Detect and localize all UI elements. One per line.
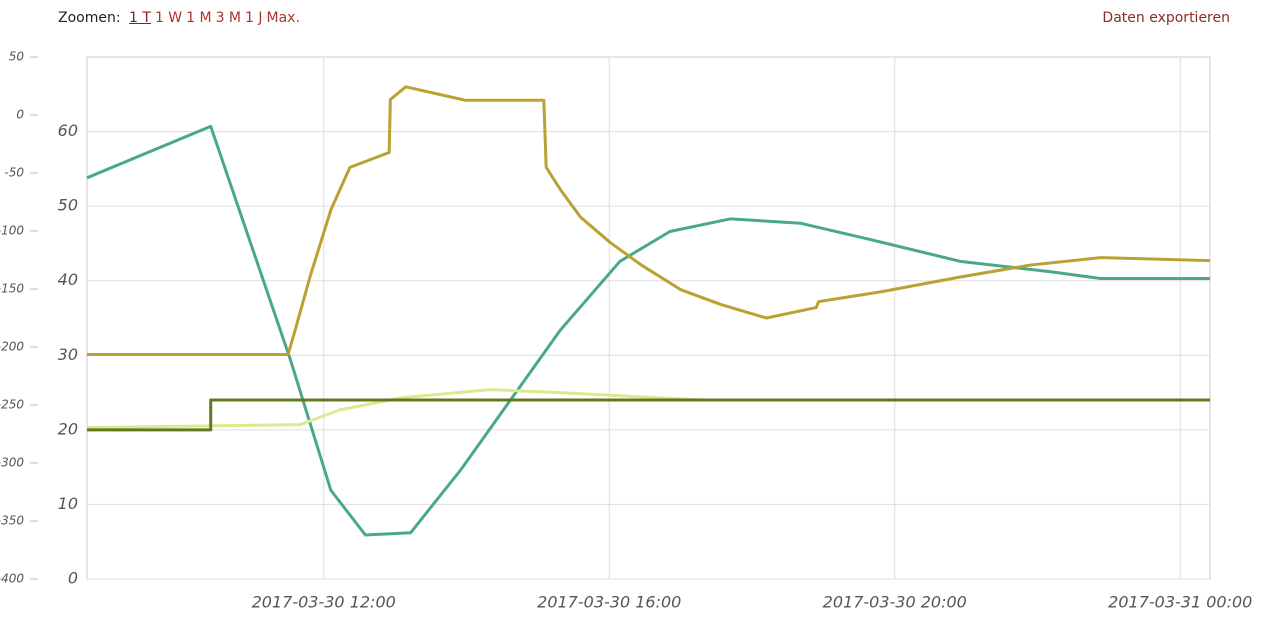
line (86, 388, 1210, 430)
zoom-option[interactable]: 1 M (186, 10, 212, 26)
y2-tick-label: 20 (58, 419, 78, 438)
y-tick-label: -50 (4, 166, 24, 180)
y2-tick-label: 50 (58, 196, 78, 215)
y2-tick-label: 30 (58, 345, 78, 364)
y2-tick-label: 10 (58, 494, 78, 513)
line (87, 85, 1211, 357)
plot-border (86, 56, 1211, 580)
y2-tick-label: 0 (68, 569, 78, 588)
zoom-option[interactable]: Max. (266, 10, 300, 26)
y-tick-label: -350 (0, 514, 24, 528)
y-tick-label: -250 (0, 398, 24, 412)
zoom-option[interactable]: 3 M (215, 10, 242, 26)
x-tick-label: 2017-03-31 00:00 (1108, 593, 1252, 612)
y-tick-label: 0 (16, 108, 24, 122)
x-tick-label: 2017-03-30 12:00 (252, 593, 396, 612)
y2-tick-label: 40 (58, 270, 78, 289)
zoom-option[interactable]: 1 W (154, 10, 183, 26)
zoom-label: Zoomen: (58, 10, 121, 26)
y-tick-label: -150 (0, 282, 24, 296)
y-tick-label: 50 (9, 50, 25, 64)
export-link[interactable]: Daten exportieren (1102, 10, 1230, 26)
y-tick-label: -300 (0, 456, 24, 470)
line (87, 398, 1210, 432)
zoom-option[interactable]: 1 T (129, 10, 151, 26)
y-tick-label: -400 (0, 572, 24, 586)
y-tick-label: -200 (0, 340, 24, 354)
x-tick-label: 2017-03-30 16:00 (537, 593, 681, 612)
y2-tick-label: 60 (58, 121, 78, 140)
line (86, 124, 1210, 537)
x-tick-label: 2017-03-30 20:00 (823, 593, 967, 612)
zoom-option[interactable]: 1 J (245, 10, 263, 26)
y-tick-label: -100 (0, 224, 24, 238)
